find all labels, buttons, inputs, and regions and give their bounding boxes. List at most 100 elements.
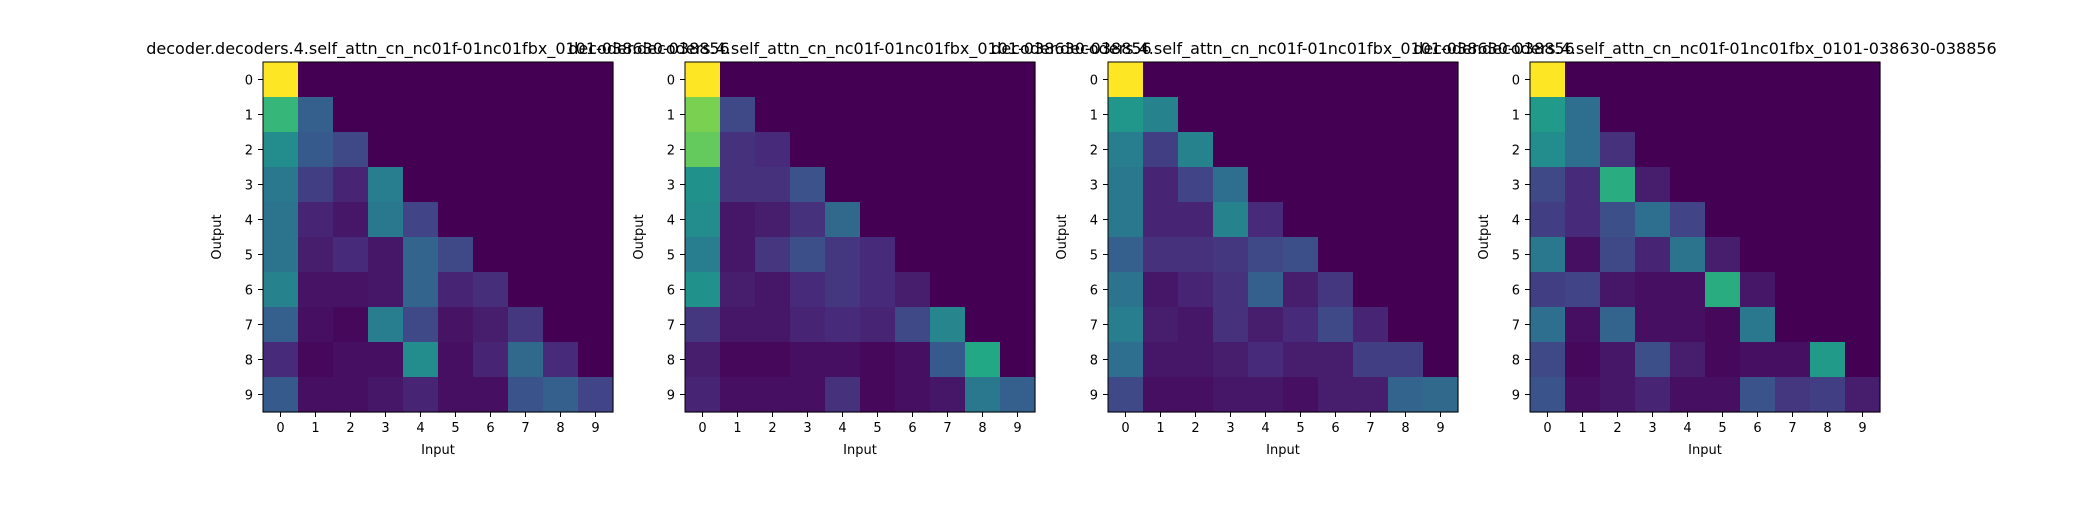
heatmap-cell-r1-c8 <box>543 97 579 133</box>
heatmap-cell-r0-c8 <box>1388 62 1424 98</box>
heatmap-cell-r5-c8 <box>1388 237 1424 273</box>
heatmap-cell-r2-c6 <box>1740 132 1776 168</box>
heatmap-cell-r2-c4 <box>403 132 439 168</box>
heatmap-cell-r1-c5 <box>1705 97 1741 133</box>
heatmap-cell-r5-c5 <box>438 237 474 273</box>
heatmap-cell-r3-c5 <box>438 167 474 203</box>
heatmap-cell-r1-c4 <box>1248 97 1284 133</box>
heatmap-cell-r5-c3 <box>1635 237 1671 273</box>
heatmap-cell-r7-c8 <box>965 307 1001 343</box>
heatmap-cell-r7-c0 <box>685 307 721 343</box>
x-tick-label: 7 <box>521 421 529 436</box>
heatmap-cell-r3-c9 <box>578 167 614 203</box>
heatmap-cell-r9-c7 <box>1353 377 1389 413</box>
heatmap-cell-r5-c0 <box>685 237 721 273</box>
heatmap-cell-r5-c4 <box>1248 237 1284 273</box>
heatmap-cell-r6-c9 <box>1845 272 1881 308</box>
x-tick-label: 8 <box>1401 421 1409 436</box>
x-tick-label: 0 <box>698 421 706 436</box>
heatmap-cell-r6-c4 <box>1670 272 1706 308</box>
heatmap-cell-r8-c0 <box>1530 342 1566 378</box>
x-tick-label: 9 <box>1436 421 1444 436</box>
heatmap-cell-r5-c3 <box>368 237 404 273</box>
heatmap-cell-r4-c5 <box>860 202 896 238</box>
heatmap-cell-r3-c2 <box>1178 167 1214 203</box>
x-tick-label: 4 <box>1261 421 1269 436</box>
heatmap-cell-r5-c0 <box>1530 237 1566 273</box>
heatmap-cell-r1-c1 <box>298 97 334 133</box>
heatmap-cell-r2-c7 <box>1775 132 1811 168</box>
heatmap-cell-r0-c8 <box>965 62 1001 98</box>
heatmap-cell-r3-c4 <box>825 167 861 203</box>
heatmap-cell-r8-c8 <box>1388 342 1424 378</box>
heatmap-cell-r0-c1 <box>1565 62 1601 98</box>
heatmap-cell-r4-c4 <box>403 202 439 238</box>
heatmap-cell-r3-c7 <box>930 167 966 203</box>
heatmap-cell-r2-c3 <box>1635 132 1671 168</box>
heatmap-cell-r6-c3 <box>368 272 404 308</box>
heatmap-cell-r4-c0 <box>263 202 299 238</box>
heatmap-cell-r0-c3 <box>368 62 404 98</box>
heatmap-cell-r4-c4 <box>1670 202 1706 238</box>
heatmap-cell-r2-c6 <box>895 132 931 168</box>
heatmap-cell-r8-c0 <box>263 342 299 378</box>
heatmap-cell-r8-c4 <box>825 342 861 378</box>
heatmap-cell-r9-c5 <box>860 377 896 413</box>
heatmap-cell-r1-c3 <box>1635 97 1671 133</box>
y-axis-label: Output <box>1055 214 1070 259</box>
y-tick-label: 1 <box>1090 109 1098 124</box>
heatmap-cell-r9-c6 <box>473 377 509 413</box>
heatmap-cell-r2-c7 <box>930 132 966 168</box>
heatmap-cell-r9-c4 <box>403 377 439 413</box>
y-tick-label: 7 <box>667 319 675 334</box>
x-axis-label: Input <box>843 443 877 458</box>
heatmap-cell-r8-c2 <box>1178 342 1214 378</box>
heatmap-cell-r9-c0 <box>263 377 299 413</box>
heatmap-cell-r5-c6 <box>895 237 931 273</box>
heatmap-cell-r7-c2 <box>755 307 791 343</box>
heatmap-cell-r4-c8 <box>543 202 579 238</box>
heatmap-cell-r7-c8 <box>1810 307 1846 343</box>
heatmap-cell-r9-c5 <box>1705 377 1741 413</box>
heatmap-cell-r7-c9 <box>1000 307 1036 343</box>
y-tick-label: 9 <box>245 389 253 404</box>
x-tick-label: 3 <box>381 421 389 436</box>
y-tick-label: 7 <box>1090 319 1098 334</box>
heatmap-cell-r9-c6 <box>1318 377 1354 413</box>
heatmap-cell-r3-c4 <box>1248 167 1284 203</box>
heatmap-cell-r1-c6 <box>473 97 509 133</box>
heatmap-cell-r4-c1 <box>1143 202 1179 238</box>
heatmap-cell-r7-c3 <box>1635 307 1671 343</box>
heatmap-cell-r2-c0 <box>263 132 299 168</box>
heatmap-cell-r7-c3 <box>790 307 826 343</box>
heatmap-cell-r7-c5 <box>438 307 474 343</box>
heatmap-cell-r2-c4 <box>1670 132 1706 168</box>
heatmap-cell-r2-c5 <box>438 132 474 168</box>
heatmap-cell-r9-c3 <box>368 377 404 413</box>
heatmap-cell-r9-c1 <box>1565 377 1601 413</box>
heatmap-cell-r9-c2 <box>333 377 369 413</box>
heatmap-cell-r5-c4 <box>1670 237 1706 273</box>
heatmap-cell-r6-c0 <box>1108 272 1144 308</box>
heatmap-cell-r0-c4 <box>403 62 439 98</box>
heatmap-cell-r5-c2 <box>333 237 369 273</box>
heatmap-cell-r0-c7 <box>1353 62 1389 98</box>
heatmap-cell-r2-c5 <box>1283 132 1319 168</box>
heatmap-cell-r3-c8 <box>1388 167 1424 203</box>
heatmap-cell-r6-c5 <box>1705 272 1741 308</box>
plot-frame <box>684 61 1036 413</box>
y-tick-label: 4 <box>667 214 675 229</box>
heatmap-cell-r7-c5 <box>860 307 896 343</box>
heatmap-cell-r3-c8 <box>965 167 1001 203</box>
heatmap-cell-r8-c8 <box>543 342 579 378</box>
heatmap-cell-r5-c1 <box>298 237 334 273</box>
heatmap-cell-r4-c3 <box>1213 202 1249 238</box>
heatmap-cell-r4-c1 <box>1565 202 1601 238</box>
heatmap-cell-r8-c2 <box>755 342 791 378</box>
heatmap-cell-r6-c3 <box>1635 272 1671 308</box>
heatmap-cell-r1-c7 <box>1353 97 1389 133</box>
heatmap-cell-r9-c8 <box>965 377 1001 413</box>
heatmap-cell-r8-c9 <box>1423 342 1459 378</box>
x-tick-label: 2 <box>346 421 354 436</box>
heatmap-cell-r5-c1 <box>720 237 756 273</box>
